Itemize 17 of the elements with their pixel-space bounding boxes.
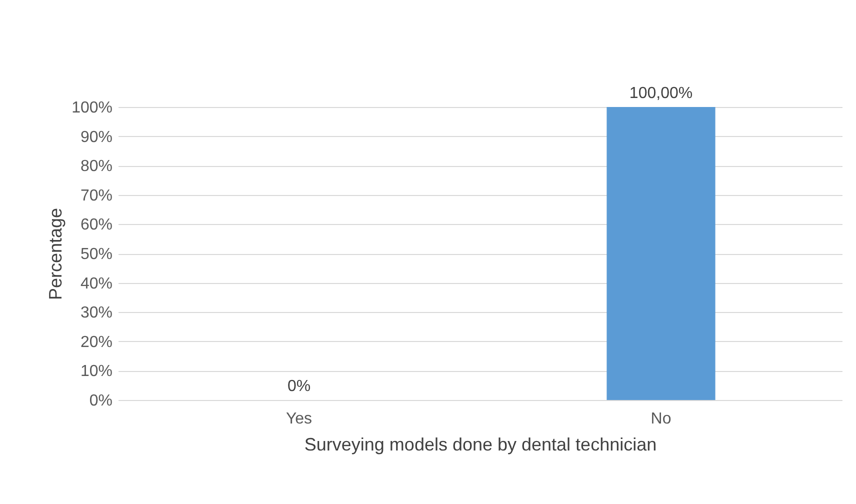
data-label: 0% xyxy=(287,378,311,395)
y-tick-label: 10% xyxy=(80,363,112,380)
y-tick-label: 50% xyxy=(80,246,112,263)
y-tick-label: 90% xyxy=(80,128,112,146)
y-tick-label: 80% xyxy=(80,158,112,176)
y-tick-label: 70% xyxy=(80,187,112,204)
data-label: 100,00% xyxy=(629,85,693,102)
y-tick-label: 100% xyxy=(72,100,112,116)
y-tick-label: 0% xyxy=(89,392,112,410)
y-tick-label: 60% xyxy=(80,216,112,234)
y-tick-label: 20% xyxy=(80,334,112,351)
y-axis-title: Percentage xyxy=(46,208,66,300)
y-tick-label: 40% xyxy=(80,275,112,292)
x-axis-title: Surveying models done by dental technician xyxy=(304,434,657,454)
x-tick-label: No xyxy=(650,410,672,428)
y-tick-label: 30% xyxy=(80,304,112,322)
x-tick-label: Yes xyxy=(286,410,312,428)
